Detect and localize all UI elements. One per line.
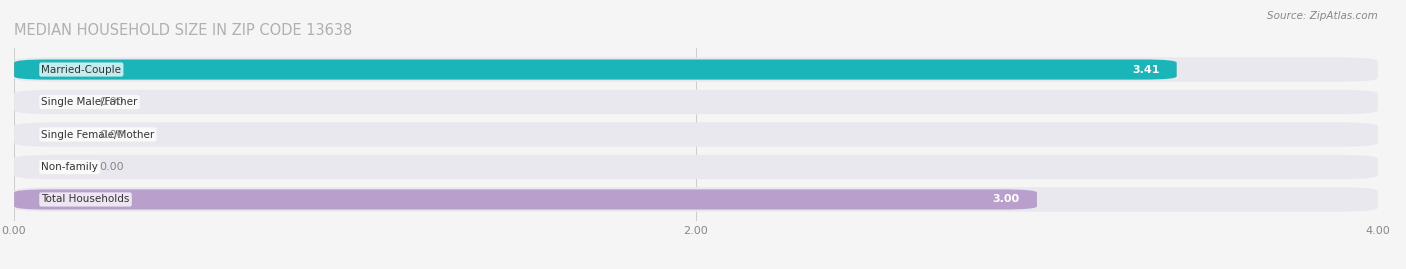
Text: 3.00: 3.00: [993, 194, 1019, 204]
FancyBboxPatch shape: [14, 187, 1378, 212]
Text: Single Male/Father: Single Male/Father: [41, 97, 138, 107]
Text: Source: ZipAtlas.com: Source: ZipAtlas.com: [1267, 11, 1378, 21]
Text: 3.41: 3.41: [1132, 65, 1160, 75]
Text: MEDIAN HOUSEHOLD SIZE IN ZIP CODE 13638: MEDIAN HOUSEHOLD SIZE IN ZIP CODE 13638: [14, 23, 353, 38]
FancyBboxPatch shape: [14, 189, 1038, 210]
Text: Married-Couple: Married-Couple: [41, 65, 121, 75]
Text: 0.00: 0.00: [100, 97, 124, 107]
FancyBboxPatch shape: [14, 57, 1378, 82]
Text: Single Female/Mother: Single Female/Mother: [41, 129, 155, 140]
Text: 0.00: 0.00: [100, 129, 124, 140]
Text: 0.00: 0.00: [100, 162, 124, 172]
FancyBboxPatch shape: [14, 59, 1177, 80]
FancyBboxPatch shape: [14, 122, 1378, 147]
Text: Non-family: Non-family: [41, 162, 98, 172]
FancyBboxPatch shape: [14, 90, 1378, 114]
Text: Total Households: Total Households: [41, 194, 129, 204]
FancyBboxPatch shape: [14, 155, 1378, 179]
